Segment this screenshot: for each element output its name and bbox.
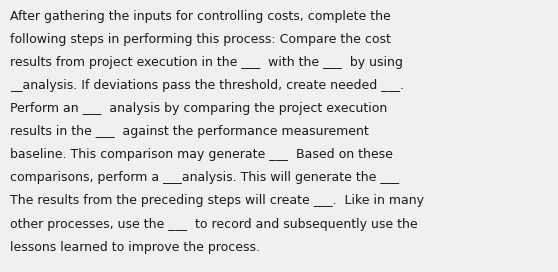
Text: results in the ___  against the performance measurement: results in the ___ against the performan… bbox=[10, 125, 369, 138]
Text: comparisons, perform a ___analysis. This will generate the ___: comparisons, perform a ___analysis. This… bbox=[10, 171, 399, 184]
Text: other processes, use the ___  to record and subsequently use the: other processes, use the ___ to record a… bbox=[10, 218, 418, 231]
Text: Perform an ___  analysis by comparing the project execution: Perform an ___ analysis by comparing the… bbox=[10, 102, 387, 115]
Text: The results from the preceding steps will create ___.  Like in many: The results from the preceding steps wil… bbox=[10, 194, 424, 208]
Text: baseline. This comparison may generate ___  Based on these: baseline. This comparison may generate _… bbox=[10, 148, 393, 161]
Text: lessons learned to improve the process.: lessons learned to improve the process. bbox=[10, 241, 260, 254]
Text: After gathering the inputs for controlling costs, complete the: After gathering the inputs for controlli… bbox=[10, 10, 391, 23]
Text: results from project execution in the ___  with the ___  by using: results from project execution in the __… bbox=[10, 56, 403, 69]
Text: following steps in performing this process: Compare the cost: following steps in performing this proce… bbox=[10, 33, 391, 46]
Text: __analysis. If deviations pass the threshold, create needed ___.: __analysis. If deviations pass the thres… bbox=[10, 79, 404, 92]
